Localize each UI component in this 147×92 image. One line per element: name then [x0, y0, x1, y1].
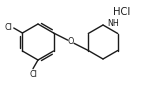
- Text: HCl: HCl: [113, 7, 131, 17]
- Text: Cl: Cl: [29, 70, 37, 79]
- Text: Cl: Cl: [4, 23, 12, 32]
- Text: NH: NH: [107, 20, 119, 29]
- Text: O: O: [68, 37, 74, 46]
